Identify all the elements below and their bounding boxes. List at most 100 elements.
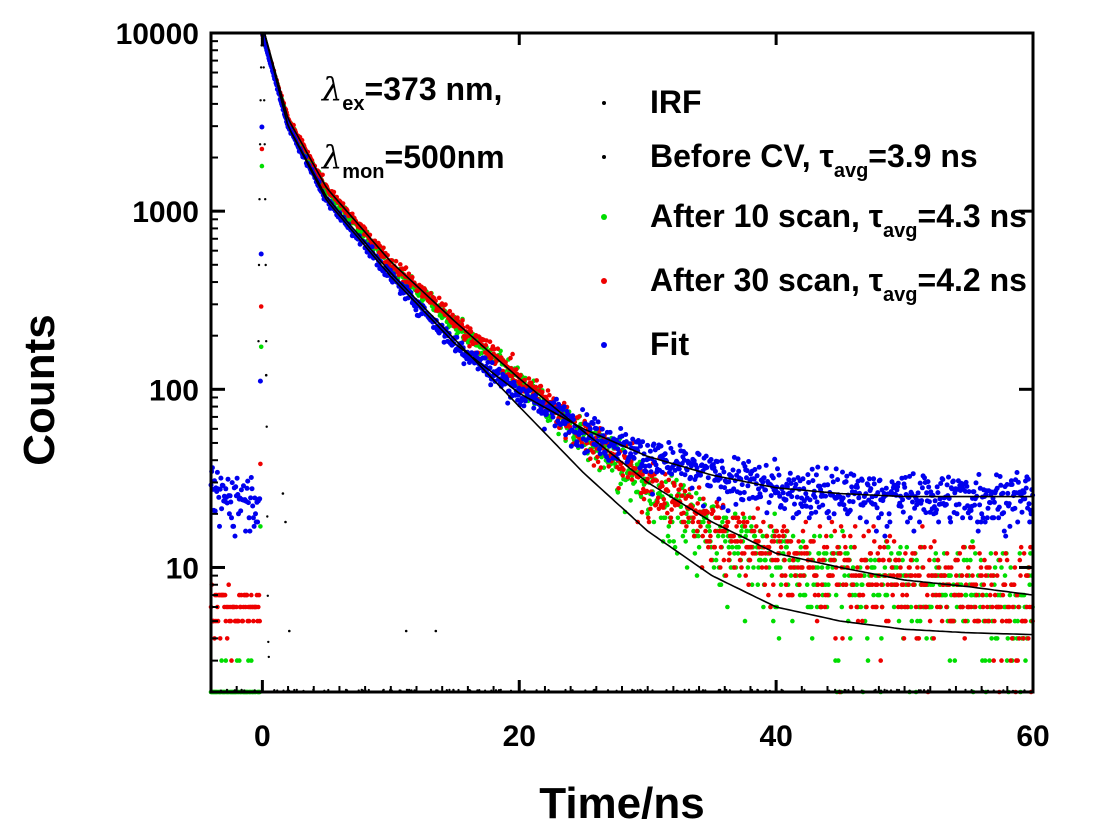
red-data-point	[722, 528, 727, 534]
red-data-point	[731, 533, 736, 539]
red-data-point	[992, 592, 998, 598]
blue-data-point	[689, 485, 695, 491]
blue-data-point	[544, 411, 549, 417]
red-data-point	[766, 544, 772, 550]
blue-data-point	[741, 490, 747, 495]
red-data-point	[994, 573, 1000, 578]
irf-data-point	[834, 688, 837, 691]
red-data-point	[905, 604, 910, 610]
blue-data-point	[248, 495, 254, 501]
green-data-point	[904, 544, 910, 550]
blue-data-point	[905, 519, 910, 525]
blue-data-point	[849, 484, 855, 490]
green-data-point	[897, 551, 902, 556]
red-data-point	[732, 565, 737, 570]
red-data-point	[1015, 658, 1020, 663]
blue-data-point	[716, 496, 722, 502]
green-data-point	[761, 604, 766, 610]
irf-data-point	[263, 99, 266, 102]
red-data-point	[970, 573, 975, 578]
green-data-point	[1002, 573, 1008, 578]
x-axis: 0 20 40 60	[210, 33, 1050, 753]
blue-data-point	[708, 457, 714, 462]
blue-data-point	[975, 528, 981, 534]
green-data-point	[882, 565, 888, 570]
green-data-point	[809, 636, 815, 641]
green-data-point	[987, 658, 992, 663]
blue-data-point	[590, 421, 596, 426]
irf-data-point	[281, 492, 285, 495]
green-data-point	[735, 551, 741, 556]
red-data-point	[886, 557, 892, 563]
blue-data-point	[770, 475, 776, 481]
blue-data-point	[980, 515, 986, 521]
red-data-point	[726, 557, 732, 563]
blue-data-point	[938, 481, 944, 486]
blue-data-point	[744, 475, 749, 481]
red-data-point	[450, 312, 455, 318]
red-data-point	[561, 400, 567, 406]
blue-data-point	[966, 489, 972, 495]
blue-data-point	[915, 490, 921, 496]
x-tick-label: 40	[759, 720, 792, 753]
red-data-point	[829, 519, 835, 525]
blue-data-point	[746, 459, 752, 464]
blue-data-point	[731, 486, 737, 492]
red-data-point	[877, 557, 882, 563]
red-data-point	[916, 636, 922, 641]
red-data-point	[255, 604, 261, 610]
red-data-point	[999, 658, 1004, 663]
blue-data-point	[238, 508, 244, 514]
legend-label-fit: Fit	[650, 326, 689, 362]
green-data-point	[732, 511, 738, 517]
blue-data-point	[496, 366, 502, 372]
red-data-point	[256, 592, 262, 598]
green-data-point	[714, 551, 720, 556]
blue-data-point	[859, 477, 865, 483]
blue-data-point	[788, 481, 794, 486]
blue-data-point	[783, 497, 789, 503]
red-data-point	[932, 539, 937, 544]
blue-data-point	[919, 498, 925, 504]
red-data-point	[924, 604, 929, 610]
red-data-point	[381, 245, 386, 251]
red-data-point	[483, 343, 489, 348]
x-tick-label: 20	[503, 720, 536, 753]
legend-marker-fit	[601, 342, 607, 348]
red-data-point	[677, 487, 682, 492]
red-data-point	[595, 454, 600, 460]
red-data-point	[990, 573, 996, 578]
blue-data-point	[744, 468, 750, 474]
irf-data-point	[240, 688, 243, 692]
blue-data-point	[580, 407, 586, 413]
red-data-point	[640, 472, 645, 477]
blue-data-point	[553, 396, 559, 402]
red-data-point	[901, 582, 906, 587]
irf-data-point	[264, 263, 267, 267]
red-data-point	[489, 355, 494, 361]
blue-data-point	[910, 499, 915, 505]
green-data-point	[842, 573, 847, 578]
red-data-point	[595, 459, 601, 465]
blue-data-point	[704, 465, 710, 470]
blue-data-point	[909, 491, 915, 497]
blue-data-point	[1009, 482, 1015, 487]
red-data-point	[706, 544, 711, 550]
red-data-point	[1016, 636, 1022, 641]
red-data-point	[778, 544, 784, 550]
red-data-point	[973, 604, 978, 610]
red-data-point	[1009, 636, 1015, 641]
green-data-point	[711, 565, 717, 570]
red-data-point	[939, 618, 945, 624]
blue-data-point	[651, 441, 657, 447]
red-data-point	[747, 557, 753, 563]
red-data-point	[443, 302, 448, 307]
fit-curve	[264, 34, 1033, 596]
red-data-point	[907, 565, 912, 570]
red-data-point	[533, 384, 539, 390]
green-data-point	[672, 544, 678, 550]
blue-data-point	[991, 499, 997, 505]
irf-data-point	[295, 688, 298, 692]
green-data-point	[720, 533, 726, 539]
red-data-point	[777, 539, 782, 544]
